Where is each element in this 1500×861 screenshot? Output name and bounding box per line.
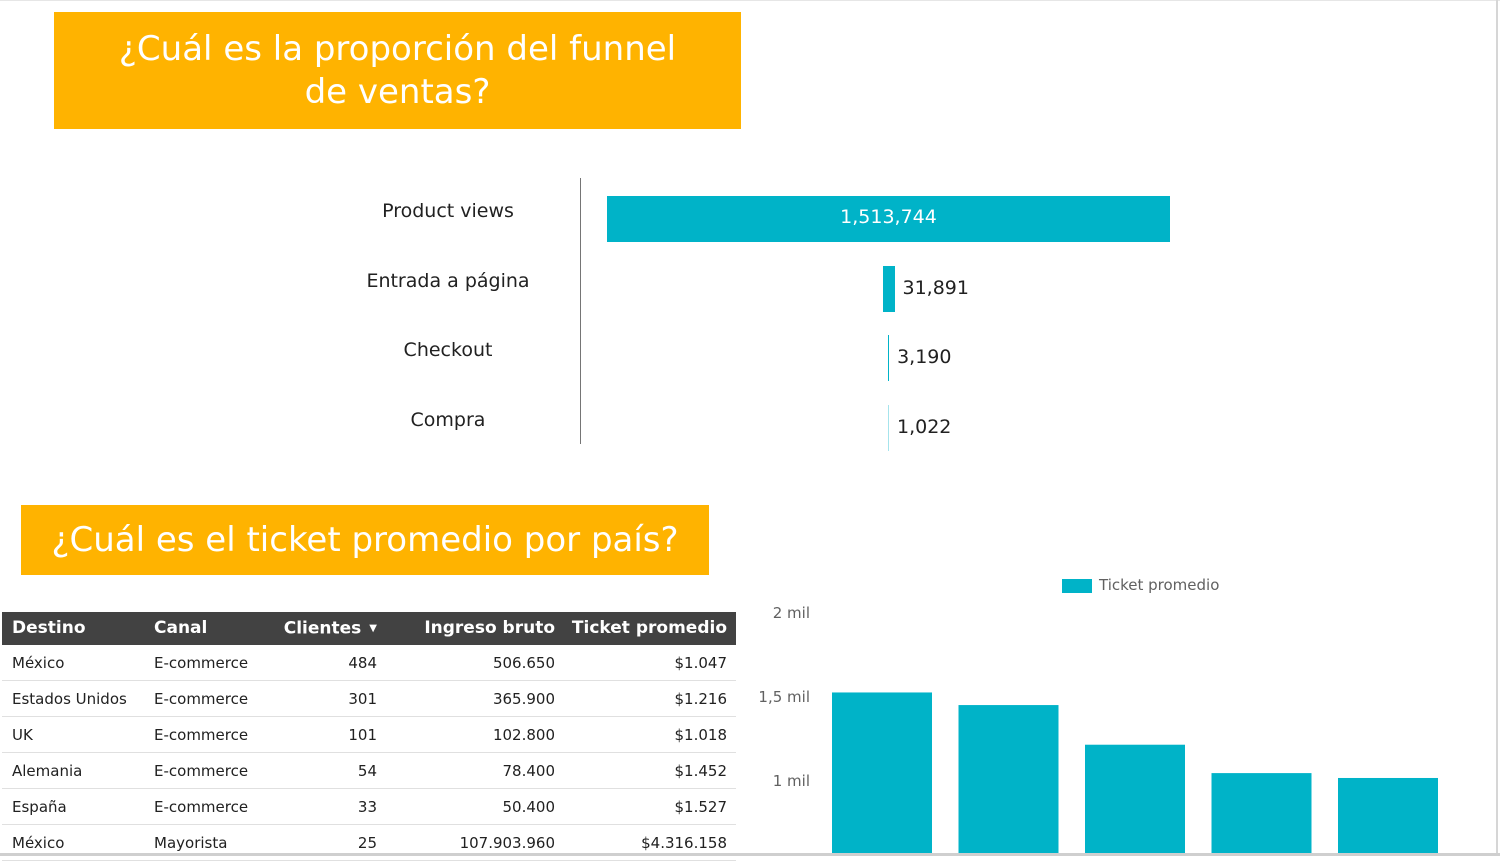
cell-clientes: 301 [348, 690, 377, 708]
funnel-value-label: 1,022 [897, 415, 952, 438]
funnel-stage-label: Checkout [403, 339, 493, 361]
cell-clientes: 25 [357, 834, 377, 852]
ticket-bar[interactable] [958, 705, 1059, 853]
cell-ticket-promedio: $1.018 [674, 726, 728, 744]
cell-canal: E-commerce [154, 690, 249, 708]
cell-ingreso-bruto: 506.650 [492, 654, 555, 672]
cell-ticket-promedio: $1.527 [674, 798, 728, 816]
cell-destino: México [12, 654, 65, 672]
column-header-clientes-label: Clientes [283, 618, 362, 639]
cell-ticket-promedio: $1.452 [674, 762, 728, 780]
column-header-canal[interactable]: Canal [154, 618, 208, 638]
funnel-value-label: 31,891 [902, 276, 969, 299]
cell-destino: España [12, 798, 67, 816]
cell-ingreso-bruto: 107.903.960 [459, 834, 555, 852]
cell-canal: E-commerce [154, 654, 249, 672]
cell-canal: E-commerce [154, 798, 249, 816]
funnel-title: ¿Cuál es la proporción del funnel de ven… [54, 12, 741, 129]
table-row[interactable]: Estados Unidos E-commerce 301 365.900 $1.216 [2, 681, 736, 717]
y-tick-label: 1,5 mil [758, 688, 810, 706]
funnel-value-label: 1,513,744 [840, 206, 937, 228]
cell-clientes: 484 [348, 654, 377, 672]
table-row[interactable]: UK E-commerce 101 102.800 $1.018 [2, 717, 736, 753]
cell-canal: E-commerce [154, 726, 249, 744]
funnel-bar[interactable] [887, 335, 890, 381]
funnel-stage-label: Product views [382, 200, 514, 222]
frame-bottom-border [0, 853, 1500, 856]
cell-destino: UK [12, 726, 33, 744]
cell-canal: E-commerce [154, 762, 249, 780]
frame-right-border [1496, 0, 1498, 856]
funnel-bar[interactable] [888, 404, 889, 451]
ticket-title: ¿Cuál es el ticket promedio por país? [21, 505, 709, 575]
cell-clientes: 33 [357, 798, 377, 816]
table-header-row: Destino Canal Clientes ▼ Ingreso bruto Ti… [2, 612, 736, 645]
cell-ingreso-bruto: 102.800 [492, 726, 555, 744]
funnel-stage-label: Compra [410, 408, 486, 431]
cell-ticket-promedio: $1.047 [674, 654, 728, 672]
cell-ingreso-bruto: 50.400 [502, 798, 556, 816]
ticket-bar[interactable] [832, 692, 932, 853]
cell-ingreso-bruto: 365.900 [492, 690, 555, 708]
funnel-stage-label: Entrada a página [366, 269, 530, 292]
funnel-axis-line [580, 178, 581, 444]
cell-clientes: 101 [348, 726, 377, 744]
y-tick-label: 2 mil [772, 604, 810, 622]
cell-ingreso-bruto: 78.400 [502, 762, 556, 780]
legend-swatch [1062, 579, 1092, 593]
sort-descending-icon[interactable]: ▼ [369, 623, 377, 634]
funnel-bar[interactable] [607, 196, 1170, 242]
table-row[interactable]: México E-commerce 484 506.650 $1.047 [2, 645, 736, 681]
table-row[interactable]: España E-commerce 33 50.400 $1.527 [2, 789, 736, 825]
table-row[interactable]: México Mayorista 25 107.903.960 $4.316.158 [2, 825, 736, 861]
funnel-bar[interactable] [882, 265, 895, 312]
table-row[interactable]: Alemania E-commerce 54 78.400 $1.452 [2, 753, 736, 789]
y-tick-label: 1 mil [772, 772, 810, 790]
cell-canal: Mayorista [154, 834, 228, 852]
ticket-table: Destino Canal Clientes ▼ Ingreso bruto Ti… [2, 612, 736, 861]
cell-clientes: 54 [357, 762, 377, 780]
cell-destino: México [12, 834, 65, 852]
column-header-ingreso-bruto[interactable]: Ingreso bruto [424, 618, 555, 638]
cell-ticket-promedio: $4.316.158 [641, 834, 727, 852]
cell-ticket-promedio: $1.216 [674, 690, 728, 708]
funnel-value-label: 3,190 [897, 346, 952, 368]
ticket-bar[interactable] [1085, 744, 1185, 853]
table-body: México E-commerce 484 506.650 $1.047 Estados … [2, 645, 736, 861]
frame-top-border [0, 0, 1500, 1]
cell-destino: Estados Unidos [12, 690, 127, 708]
column-header-destino[interactable]: Destino [12, 618, 86, 638]
cell-destino: Alemania [12, 762, 83, 780]
column-header-clientes[interactable]: Clientes ▼ [284, 612, 377, 645]
ticket-bar[interactable] [1338, 777, 1438, 853]
ticket-bar[interactable] [1211, 773, 1312, 853]
legend-label: Ticket promedio [1099, 576, 1220, 594]
column-header-ticket-promedio[interactable]: Ticket promedio [571, 618, 727, 638]
